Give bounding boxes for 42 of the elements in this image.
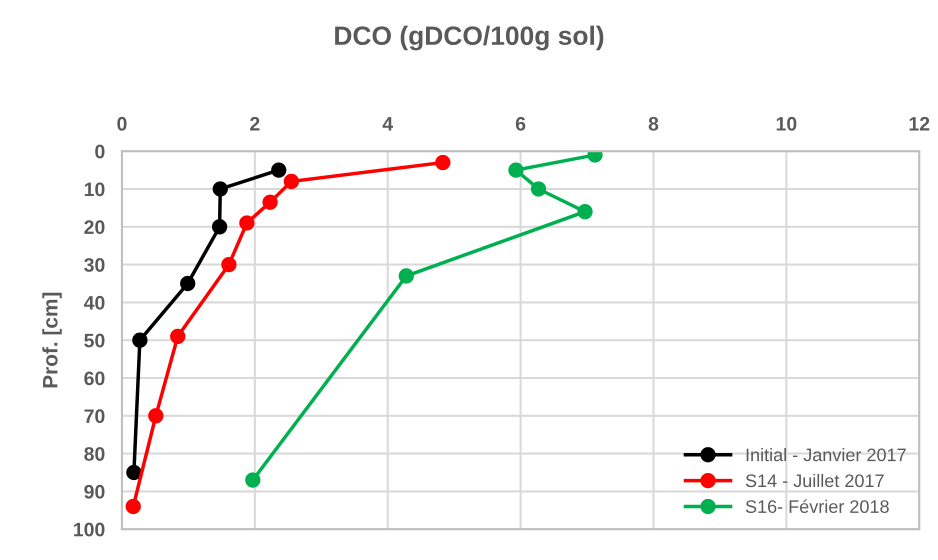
point (245, 472, 260, 488)
x-tick-label: 8 (648, 116, 658, 131)
point (148, 408, 164, 424)
point (212, 181, 228, 197)
y-tick-label: 90 (84, 484, 104, 499)
point (126, 498, 141, 514)
point (221, 256, 237, 272)
y-tick-label: 80 (84, 447, 104, 461)
y-tick-label: 10 (84, 182, 104, 196)
x-tick-label: 2 (250, 116, 260, 130)
point (170, 328, 186, 344)
point (212, 219, 228, 234)
legend-label: S14 - Juillet 2017 (746, 474, 884, 488)
x-tick-label: 4 (382, 117, 394, 130)
y-tick-label: 20 (84, 220, 104, 234)
y-tick-label: 60 (84, 371, 104, 386)
point (262, 194, 278, 210)
point (530, 181, 546, 197)
point (180, 276, 196, 292)
y-axis-title: Prof. [cm] (42, 292, 62, 388)
y-tick-label: 0 (95, 144, 104, 158)
y-tick-label: 30 (84, 258, 104, 272)
x-tick-label: 10 (776, 116, 796, 131)
y-tick-label: 50 (84, 334, 104, 348)
chart-title: DCO (gDCO/100g sol) (335, 26, 604, 50)
y-tick-label: 70 (84, 409, 104, 424)
point (435, 154, 450, 170)
point (132, 332, 148, 348)
x-tick-label: 12 (910, 116, 930, 130)
legend-label: S16- Février 2018 (746, 500, 889, 513)
point (577, 204, 593, 220)
point (126, 464, 142, 480)
point (239, 215, 254, 231)
y-tick-label: 40 (84, 296, 104, 310)
y-tick-label: 100 (74, 522, 104, 536)
point (271, 162, 286, 178)
point (284, 174, 300, 190)
legend-label: Initial - Janvier 2017 (746, 448, 906, 462)
x-tick-label: 6 (516, 116, 526, 131)
point (508, 162, 524, 178)
point (398, 268, 414, 284)
x-tick-label: 0 (117, 116, 127, 131)
